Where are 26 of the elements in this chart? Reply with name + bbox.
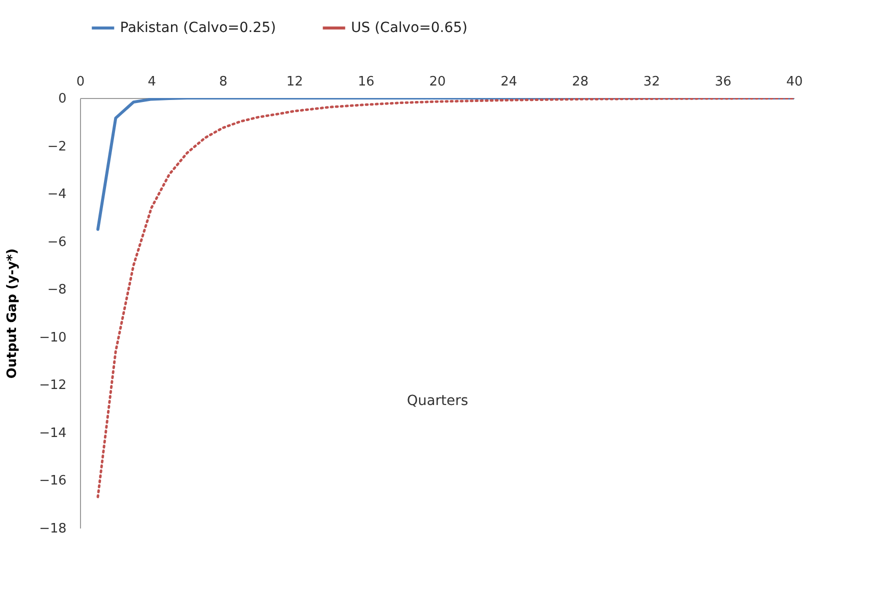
x-tick-label: 36 xyxy=(714,74,732,90)
y-tick-label: −2 xyxy=(47,139,66,154)
y-tick-label: 0 xyxy=(58,92,66,106)
legend-label: Pakistan (Calvo=0.25) xyxy=(120,20,276,36)
x-tick-label: 16 xyxy=(358,74,374,90)
x-tick-label: 32 xyxy=(643,74,660,90)
x-axis-title: Quarters xyxy=(406,393,468,410)
y-tick-label: −10 xyxy=(39,330,66,346)
x-tick-label: 4 xyxy=(148,74,156,90)
x-tick-label: 8 xyxy=(219,74,228,90)
y-tick-label: −8 xyxy=(47,282,66,298)
y-tick-label: −18 xyxy=(39,522,66,536)
x-tick-label: 24 xyxy=(500,74,518,90)
y-tick-label: −6 xyxy=(47,234,66,250)
line-series xyxy=(96,98,794,498)
y-tick-label: −16 xyxy=(39,474,66,489)
y-axis-title: Output Gap (y-y*) xyxy=(5,248,20,379)
x-tick-label: 0 xyxy=(76,74,85,90)
y-tick-label: −14 xyxy=(39,426,66,441)
legend-label: US (Calvo=0.65) xyxy=(351,20,468,36)
x-tick-label: 40 xyxy=(786,74,803,90)
x-tick-label: 12 xyxy=(286,74,303,90)
x-tick-label: 28 xyxy=(572,74,589,90)
y-tick-label: −12 xyxy=(39,378,66,394)
y-tick-label: −4 xyxy=(47,187,66,202)
x-tick-label: 20 xyxy=(429,74,446,90)
